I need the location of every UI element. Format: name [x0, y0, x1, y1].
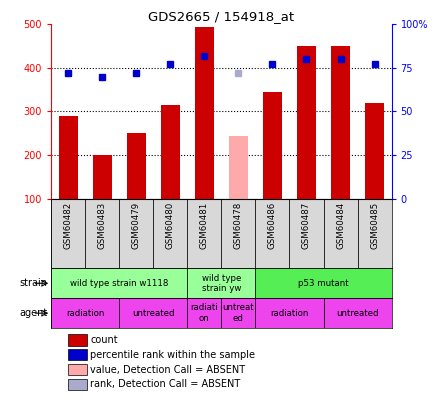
Bar	[68, 334, 87, 345]
Bar	[365, 103, 384, 198]
Text: percentile rank within the sample: percentile rank within the sample	[90, 350, 255, 360]
Bar	[119, 198, 153, 269]
Text: GSM60481: GSM60481	[200, 202, 209, 249]
Bar	[68, 379, 87, 390]
Text: radiati
on: radiati on	[190, 303, 218, 323]
Text: wild type strain w1118: wild type strain w1118	[70, 279, 169, 288]
Bar	[358, 198, 392, 269]
Bar	[297, 46, 316, 198]
Text: GSM60482: GSM60482	[64, 202, 73, 249]
Bar	[119, 298, 187, 328]
Text: radiation: radiation	[66, 309, 105, 318]
Bar	[51, 298, 119, 328]
Title: GDS2665 / 154918_at: GDS2665 / 154918_at	[148, 10, 295, 23]
Bar	[187, 298, 222, 328]
Bar	[187, 269, 255, 298]
Bar	[195, 28, 214, 198]
Bar	[263, 92, 282, 198]
Bar	[324, 198, 358, 269]
Text: radiation: radiation	[270, 309, 309, 318]
Text: GSM60478: GSM60478	[234, 202, 243, 249]
Bar	[51, 198, 85, 269]
Bar	[51, 269, 187, 298]
Text: strain: strain	[20, 278, 48, 288]
Text: GSM60486: GSM60486	[268, 202, 277, 249]
Text: untreated: untreated	[336, 309, 379, 318]
Bar	[68, 364, 87, 375]
Bar	[161, 105, 180, 198]
Text: wild type
strain yw: wild type strain yw	[202, 274, 241, 293]
Bar	[127, 133, 146, 198]
Bar	[85, 198, 119, 269]
Bar	[222, 298, 255, 328]
Bar	[331, 46, 350, 198]
Text: rank, Detection Call = ABSENT: rank, Detection Call = ABSENT	[90, 379, 241, 390]
Bar	[229, 136, 248, 198]
Text: untreat
ed: untreat ed	[222, 303, 254, 323]
Bar	[68, 349, 87, 360]
Text: value, Detection Call = ABSENT: value, Detection Call = ABSENT	[90, 364, 246, 375]
Bar	[187, 198, 222, 269]
Text: agent: agent	[20, 308, 48, 318]
Bar	[290, 198, 324, 269]
Bar	[324, 298, 392, 328]
Bar	[255, 269, 392, 298]
Text: GSM60484: GSM60484	[336, 202, 345, 249]
Bar	[255, 198, 290, 269]
Bar	[222, 198, 255, 269]
Text: GSM60483: GSM60483	[98, 202, 107, 249]
Bar	[59, 116, 77, 198]
Text: GSM60487: GSM60487	[302, 202, 311, 249]
Bar	[93, 155, 112, 198]
Text: count: count	[90, 335, 118, 345]
Text: GSM60485: GSM60485	[370, 202, 379, 249]
Text: GSM60479: GSM60479	[132, 202, 141, 249]
Bar	[255, 298, 324, 328]
Text: untreated: untreated	[132, 309, 174, 318]
Bar	[153, 198, 187, 269]
Text: GSM60480: GSM60480	[166, 202, 175, 249]
Text: p53 mutant: p53 mutant	[298, 279, 349, 288]
